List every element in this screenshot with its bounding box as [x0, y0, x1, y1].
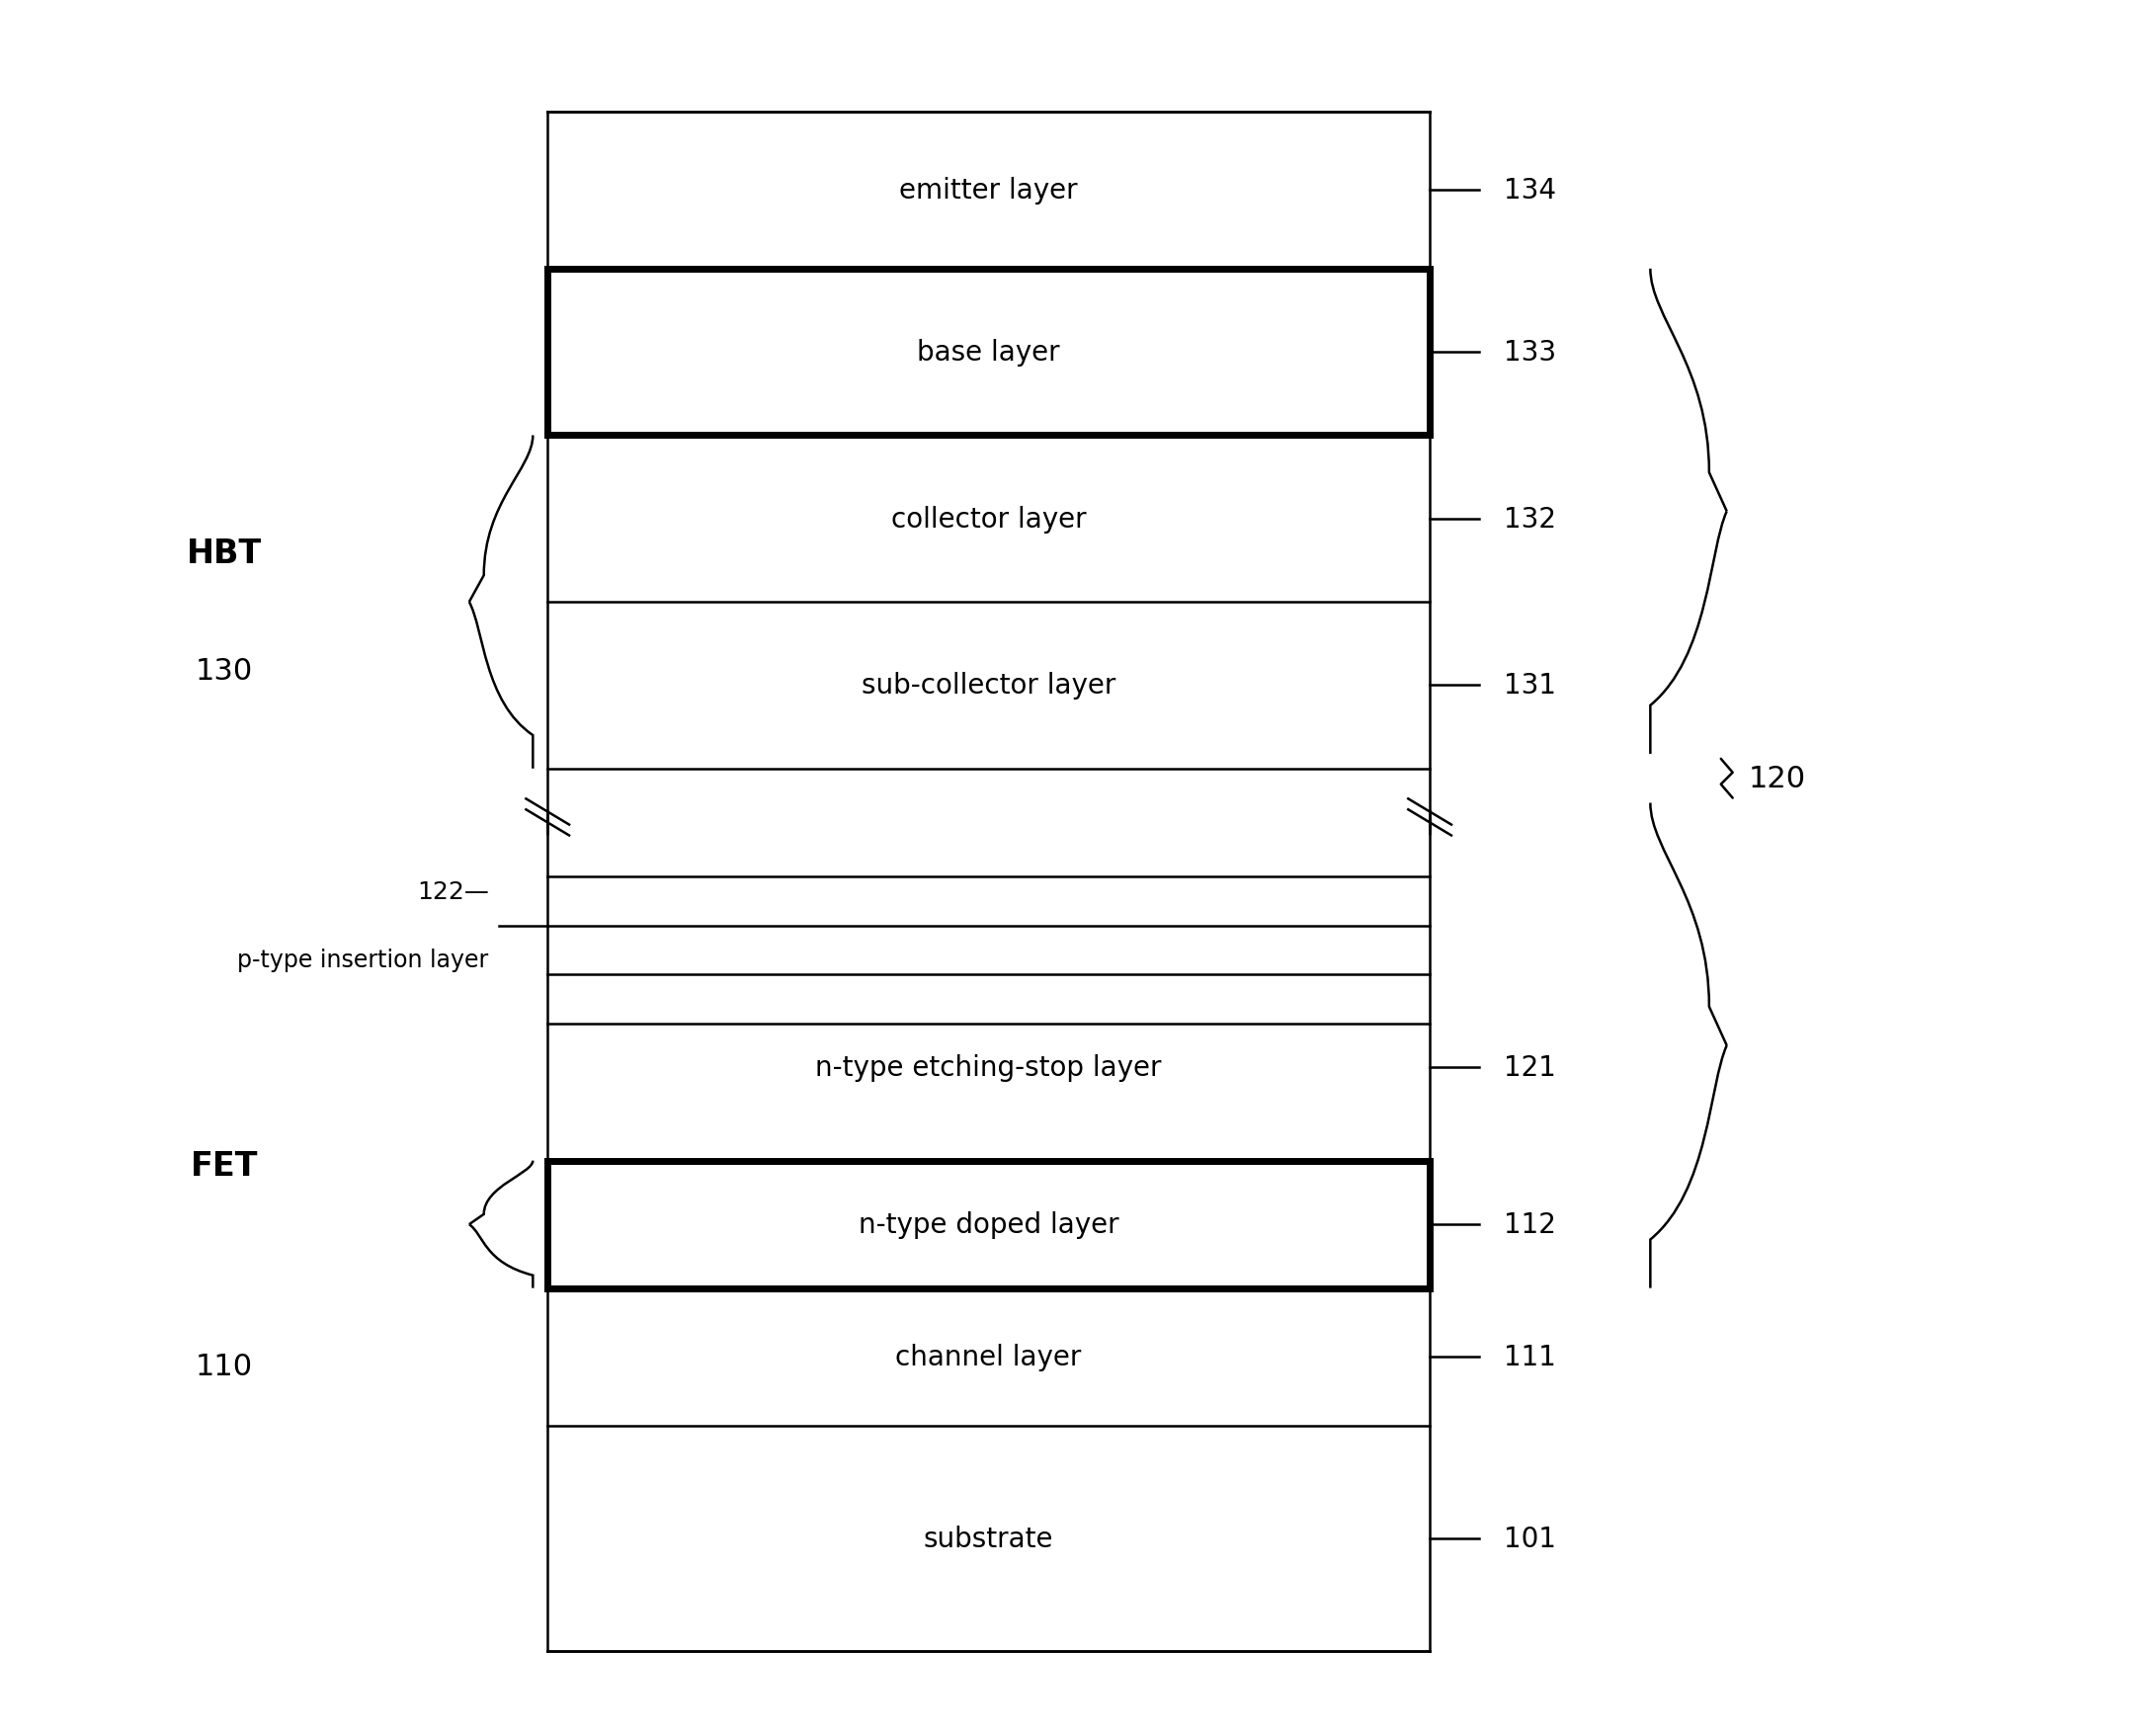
Text: 110: 110	[195, 1352, 253, 1380]
Text: 132: 132	[1503, 505, 1557, 533]
Text: n-type doped layer: n-type doped layer	[858, 1210, 1119, 1238]
Text: 133: 133	[1503, 339, 1557, 366]
Text: 101: 101	[1503, 1524, 1557, 1552]
Text: 122—: 122—	[416, 880, 489, 903]
Text: 120: 120	[1747, 764, 1805, 793]
Text: 131: 131	[1503, 672, 1557, 700]
Text: 134: 134	[1503, 177, 1557, 205]
Text: 130: 130	[195, 656, 253, 686]
Text: emitter layer: emitter layer	[900, 177, 1078, 205]
Text: p-type insertion layer: p-type insertion layer	[238, 948, 489, 972]
Text: 121: 121	[1503, 1054, 1557, 1082]
Text: 112: 112	[1503, 1210, 1557, 1238]
Text: n-type etching-stop layer: n-type etching-stop layer	[815, 1054, 1162, 1082]
Text: FET: FET	[191, 1149, 257, 1182]
Text: HBT: HBT	[187, 536, 262, 569]
Text: substrate: substrate	[924, 1524, 1053, 1552]
Text: collector layer: collector layer	[892, 505, 1087, 533]
Text: channel layer: channel layer	[896, 1344, 1083, 1371]
Text: 111: 111	[1503, 1344, 1557, 1371]
Text: base layer: base layer	[918, 339, 1059, 366]
Text: sub-collector layer: sub-collector layer	[862, 672, 1115, 700]
